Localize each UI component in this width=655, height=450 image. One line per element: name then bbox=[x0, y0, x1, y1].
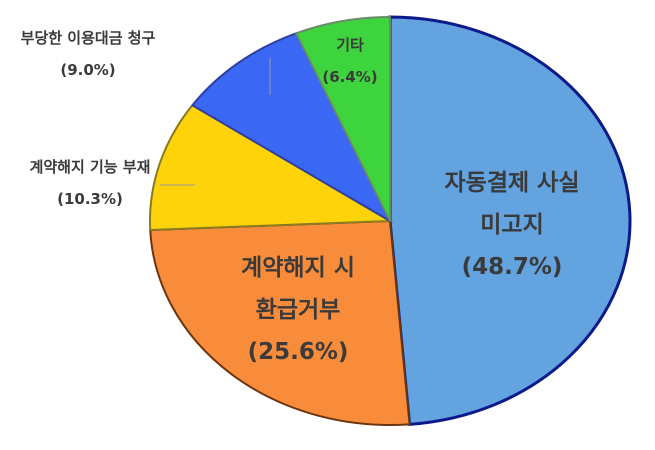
pie-slice bbox=[190, 32, 393, 224]
slice-category-label: 계약해지 시 bbox=[241, 255, 355, 281]
slice-category-label: 부당한 이용대금 청구 bbox=[21, 29, 156, 47]
slice-percent-label: (48.7%) bbox=[462, 254, 563, 280]
slice-category-label: 계약해지 기능 부재 bbox=[30, 158, 151, 176]
slice-percent-label: (25.6%) bbox=[248, 339, 349, 365]
slice-percent-label: (9.0%) bbox=[60, 61, 115, 79]
slice-category-label: 기타 bbox=[336, 36, 364, 54]
slice-category-label: 환급거부 bbox=[256, 297, 341, 323]
slice-percent-label: (10.3%) bbox=[57, 190, 123, 208]
slice-percent-label: (6.4%) bbox=[322, 68, 377, 86]
pie-slice bbox=[149, 103, 394, 232]
pie-slice bbox=[294, 15, 391, 222]
pie-slice bbox=[149, 219, 411, 426]
slice-category-label: 미고지 bbox=[480, 212, 543, 238]
slice-category-label: 자동결제 사실 bbox=[445, 170, 580, 196]
pie-slice bbox=[388, 15, 632, 426]
